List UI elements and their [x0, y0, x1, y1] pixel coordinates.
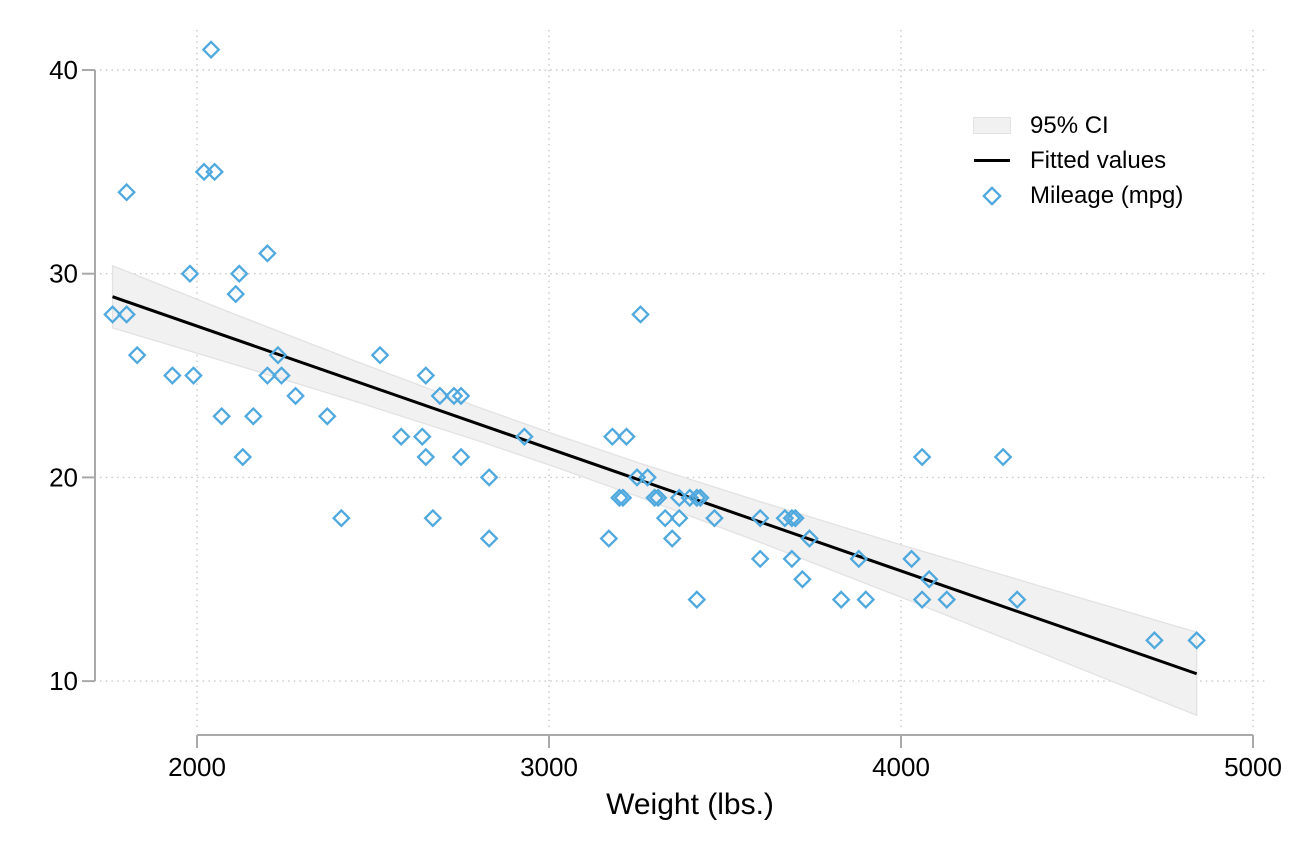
- legend: 95% CI Fitted values Mileage (mpg): [973, 108, 1183, 213]
- scatter-point: [610, 488, 629, 508]
- scatter-point: [127, 345, 147, 365]
- y-tick-label-10: 10: [49, 666, 78, 696]
- scatter-point: [226, 284, 246, 304]
- scatter-point: [479, 468, 499, 487]
- scatter-point: [268, 345, 288, 365]
- scatter-point: [272, 366, 291, 385]
- scatter-point: [912, 590, 932, 609]
- scatter-point: [258, 244, 277, 263]
- scatter-point: [849, 549, 869, 569]
- scatter-point: [613, 488, 633, 508]
- scatter-point: [451, 447, 471, 467]
- scatter-point: [993, 447, 1013, 467]
- y-tick-label-40: 40: [49, 55, 78, 85]
- scatter-point: [163, 366, 182, 385]
- scatter-point: [258, 366, 277, 385]
- scatter-point: [212, 406, 231, 426]
- scatter-point: [919, 569, 939, 589]
- diamond-marker-icon: [973, 185, 1011, 206]
- scatter-point: [1187, 631, 1207, 650]
- scatter-point: [243, 406, 263, 426]
- scatter-point: [1007, 590, 1027, 609]
- scatter-point: [782, 508, 802, 528]
- x-axis-title: Weight (lbs.): [606, 788, 774, 821]
- legend-label-mileage: Mileage (mpg): [1030, 181, 1184, 209]
- scatter-point: [599, 529, 619, 548]
- scatter-point: [331, 508, 351, 528]
- scatter-point: [687, 488, 707, 508]
- scatter-point: [103, 305, 122, 324]
- legend-label-fitted: Fitted values: [1030, 146, 1167, 174]
- scatter-point: [638, 468, 657, 487]
- legend-item-fitted: Fitted values: [973, 143, 1183, 178]
- legend-item-ci: 95% CI: [973, 108, 1183, 143]
- scatter-point: [515, 427, 534, 446]
- scatter-point: [856, 590, 876, 609]
- scatter-point: [416, 447, 436, 467]
- scatter-point: [793, 569, 812, 589]
- scatter-point: [194, 162, 214, 182]
- scatter-point: [391, 427, 411, 446]
- fitted-line: [112, 295, 1198, 676]
- scatter-point: [655, 508, 675, 528]
- scatter-point: [902, 549, 921, 569]
- fitted-line-icon: [973, 159, 1011, 162]
- scatter-point: [117, 305, 136, 324]
- y-tick-label-30: 30: [49, 259, 78, 289]
- legend-item-mileage: Mileage (mpg): [973, 178, 1183, 213]
- scatter-point: [180, 264, 200, 284]
- scatter-point: [117, 182, 136, 202]
- scatter-point: [705, 508, 724, 528]
- scatter-point: [423, 508, 443, 528]
- scatter-point: [782, 549, 802, 569]
- scatter-point: [631, 305, 650, 324]
- scatter-point: [370, 345, 390, 365]
- scatter-point: [669, 488, 689, 508]
- y-tick-label-20: 20: [49, 462, 78, 492]
- scatter-point: [603, 427, 622, 446]
- scatter-point: [201, 40, 221, 59]
- scatter-point: [205, 162, 224, 182]
- scatter-point: [750, 508, 770, 528]
- scatter-point: [430, 386, 450, 406]
- scatter-point: [184, 366, 203, 385]
- scatter-point: [937, 590, 957, 609]
- scatter-point: [800, 529, 819, 548]
- scatter-point: [416, 366, 436, 385]
- scatter-point: [229, 264, 249, 284]
- x-tick-label-4000: 4000: [872, 752, 930, 782]
- scatter-point: [691, 488, 710, 508]
- scatter-point: [786, 508, 805, 528]
- scatter-point: [617, 427, 636, 446]
- scatter-point: [317, 406, 337, 426]
- ci-area-icon: [973, 117, 1011, 134]
- scatter-point: [912, 447, 932, 467]
- scatter-point: [412, 427, 432, 446]
- scatter-point: [233, 447, 253, 467]
- scatter-point: [648, 488, 668, 508]
- scatter-point: [444, 386, 464, 406]
- scatter-point: [669, 508, 689, 528]
- x-tick-label-2000: 2000: [168, 752, 226, 782]
- scatter-point: [687, 590, 707, 609]
- x-tick-label-3000: 3000: [520, 752, 578, 782]
- scatter-point: [479, 529, 499, 548]
- scatter-point: [831, 590, 851, 609]
- scatter-point: [750, 549, 770, 569]
- scatter-point: [286, 386, 305, 406]
- scatter-point: [451, 386, 471, 406]
- scatter-point: [662, 529, 682, 548]
- legend-label-ci: 95% CI: [1030, 111, 1109, 139]
- scatter-point: [1145, 631, 1164, 650]
- scatter-point: [645, 488, 664, 508]
- x-tick-label-5000: 5000: [1224, 752, 1282, 782]
